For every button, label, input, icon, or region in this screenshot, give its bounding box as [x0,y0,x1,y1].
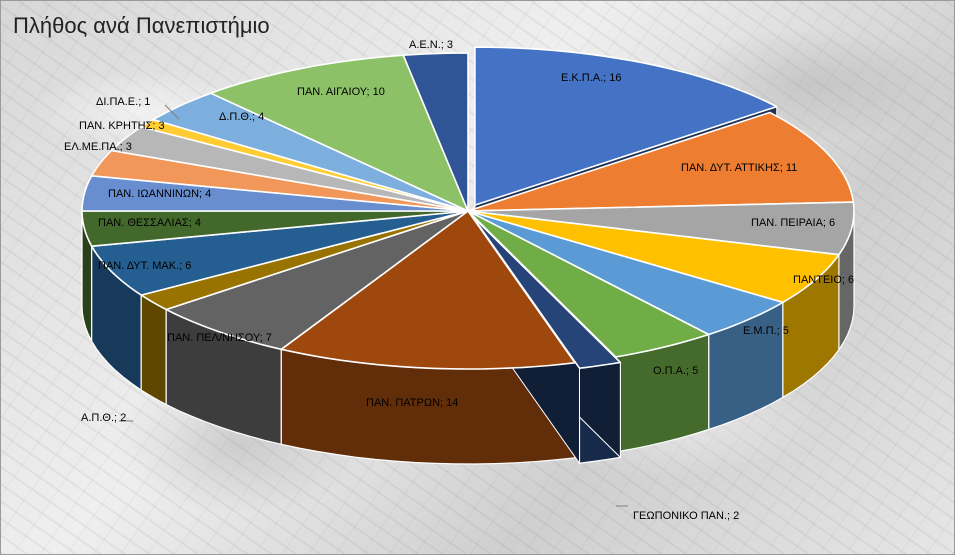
data-label: Ο.Π.Α.; 5 [653,365,698,377]
pie-slice[interactable] [474,46,778,206]
leader-line [164,104,180,120]
pie-slice[interactable] [152,92,469,212]
pie-slice[interactable] [467,210,840,304]
pie-slice[interactable] [140,118,469,212]
pie-slice[interactable] [90,210,469,296]
pie-side-wall [140,294,167,406]
data-label: ΠΑΝ. ΔΥΤ. ΜΑΚ.; 6 [98,260,191,272]
pie-slice[interactable] [402,52,469,212]
data-label: ΠΑΝ. ΚΡΗΤΗΣ; 3 [79,120,165,132]
data-label: ΠΑΝΤΕΙΟ; 6 [793,274,854,286]
pie-slice[interactable] [81,210,469,247]
pie-slice[interactable] [210,54,469,212]
data-label: ΠΑΝ. ΠΕΙΡΑΙΑ; 6 [751,217,835,229]
data-label: Ε.Κ.Π.Α.; 16 [561,72,622,84]
pie-slice[interactable] [110,126,469,212]
data-label: ΠΑΝ. ΠΕΛ/ΝΗΣΟΥ; 7 [167,332,272,344]
data-label: ΓΕΩΠΟΝΙΚΟ ΠΑΝ.; 2 [633,510,739,522]
pie-slice[interactable] [467,210,784,336]
data-labels: Ε.Κ.Π.Α.; 16 ΠΑΝ. ΔΥΤ. ΑΤΤΙΚΗΣ; 11 ΠΑΝ. ΠΕ… [64,39,854,522]
pie-slice[interactable] [467,210,710,358]
data-label: ΔΙ.ΠΑ.Ε.; 1 [96,96,150,108]
pie-slice[interactable] [467,111,855,212]
pie-slice[interactable] [467,201,855,256]
data-label: Α.Ε.Ν.; 3 [409,39,453,51]
data-label: ΠΑΝ. ΙΩΑΝΝΙΝΩΝ; 4 [108,188,211,200]
data-label: Δ.Π.Θ.; 4 [219,111,264,123]
pie-top-faces [81,46,855,370]
data-label: ΕΛ.ΜΕ.ΠΑ.; 3 [64,141,132,153]
pie-slice[interactable] [280,210,576,370]
data-label: ΠΑΝ. ΠΑΤΡΩΝ; 14 [366,397,458,409]
chart-title: Πλήθος ανά Πανεπιστήμιο [13,13,270,38]
data-label: ΠΑΝ. ΑΙΓΑΙΟΥ; 10 [297,86,385,98]
pie-slice[interactable] [165,210,469,351]
pie-slice[interactable] [471,215,622,369]
pie-slice[interactable] [90,149,469,212]
data-label: Ε.Μ.Π.; 5 [743,325,789,337]
data-label: ΠΑΝ. ΔΥΤ. ΑΤΤΙΚΗΣ; 11 [681,162,797,174]
data-label: ΠΑΝ. ΘΕΣΣΑΛΙΑΣ; 4 [98,217,201,229]
data-label: Α.Π.Θ.; 2 [81,412,126,424]
leader-lines [119,104,628,507]
pie-slice[interactable] [140,210,469,311]
